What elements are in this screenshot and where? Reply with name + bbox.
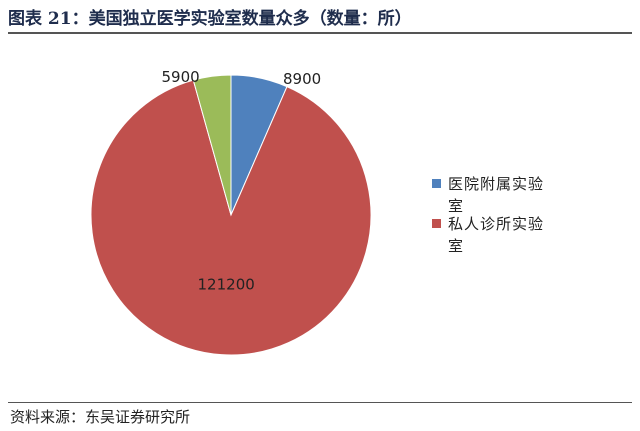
- data-label: 121200: [198, 275, 255, 293]
- legend-label: 医院附属实验室: [448, 175, 545, 215]
- pie-slice: [90, 79, 372, 356]
- legend-item: 医院附属实验室: [432, 173, 557, 217]
- chart-title: 图表 21：美国独立医学实验室数量众多（数量：所）: [8, 9, 412, 29]
- source-rule: [8, 402, 632, 403]
- pie-slice: [192, 74, 232, 216]
- data-label: 8900: [283, 70, 321, 88]
- title-rule: [8, 32, 632, 34]
- source: 资料来源：东吴证券研究所: [10, 408, 191, 426]
- legend-swatch: [432, 219, 441, 228]
- legend-item: 私人诊所实验室: [432, 213, 557, 257]
- data-label: 5900: [162, 68, 200, 86]
- legend-swatch: [432, 179, 441, 188]
- legend-label: 私人诊所实验室: [448, 215, 545, 255]
